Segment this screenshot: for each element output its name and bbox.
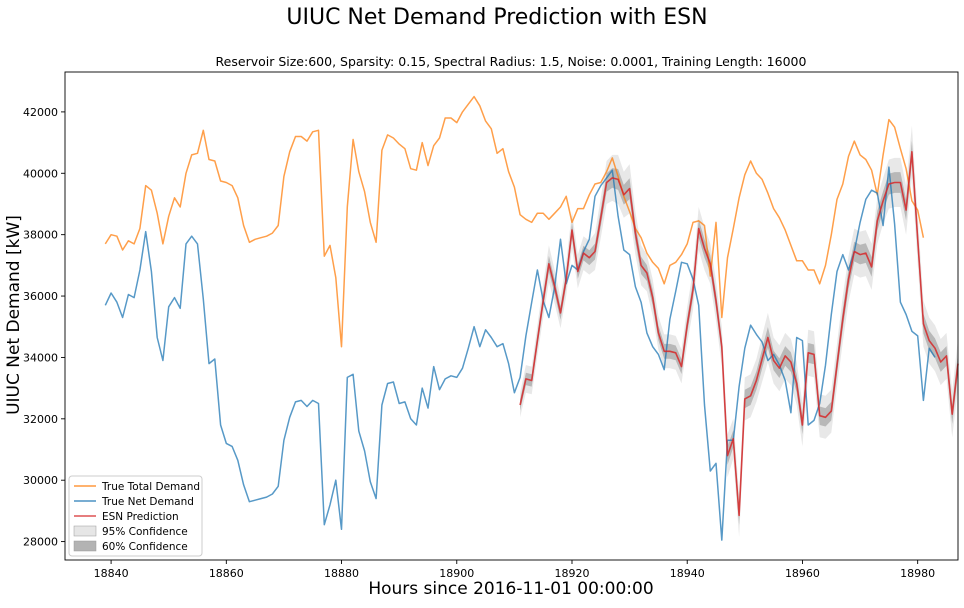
x-tick-label: 18880 <box>324 567 359 580</box>
y-tick-label: 38000 <box>23 229 58 242</box>
y-axis-label: UIUC Net Demand [kW] <box>4 215 24 415</box>
legend-box <box>68 475 203 557</box>
x-tick-label: 18860 <box>209 567 244 580</box>
axes: 18840 18860 18880 18900 18920 18940 18960 18980… <box>23 71 959 580</box>
y-tick-label: 30000 <box>23 474 58 487</box>
chart-title: UIUC Net Demand Prediction with ESN <box>286 5 707 30</box>
legend-swatch-ci60 <box>73 540 97 552</box>
y-tick-label: 36000 <box>23 290 58 303</box>
x-tick-label: 18840 <box>94 567 129 580</box>
x-tick-label: 18900 <box>439 567 474 580</box>
legend-label: 95% Confidence <box>102 526 188 538</box>
legend-label: True Total Demand <box>101 481 200 493</box>
y-tick-label: 42000 <box>23 106 58 119</box>
plot-frame <box>64 71 959 561</box>
confidence-bands <box>520 125 958 537</box>
chart-subtitle: Reservoir Size:600, Sparsity: 0.15, Spec… <box>216 54 807 69</box>
legend-label: True Net Demand <box>101 496 194 508</box>
total-demand-line <box>104 95 925 348</box>
legend: True Total Demand True Net Demand ESN Pred… <box>68 475 203 557</box>
x-tick-label: 18920 <box>554 567 589 580</box>
ci95-band <box>520 125 958 537</box>
x-tick-label: 18960 <box>785 567 820 580</box>
x-tick-label: 18980 <box>900 567 935 580</box>
legend-swatch-ci95 <box>73 525 97 537</box>
net-demand-line <box>104 166 936 541</box>
y-tick-label: 28000 <box>23 536 58 549</box>
x-axis-label: Hours since 2016-11-01 00:00:00 <box>368 579 653 599</box>
legend-label: 60% Confidence <box>102 541 188 553</box>
y-tick-label: 34000 <box>23 351 58 364</box>
esn-prediction-line <box>519 151 959 517</box>
legend-label: ESN Prediction <box>102 511 179 523</box>
series-lines <box>104 95 959 541</box>
y-tick-label: 40000 <box>23 167 58 180</box>
y-tick-label: 32000 <box>23 413 58 426</box>
x-tick-label: 18940 <box>670 567 705 580</box>
